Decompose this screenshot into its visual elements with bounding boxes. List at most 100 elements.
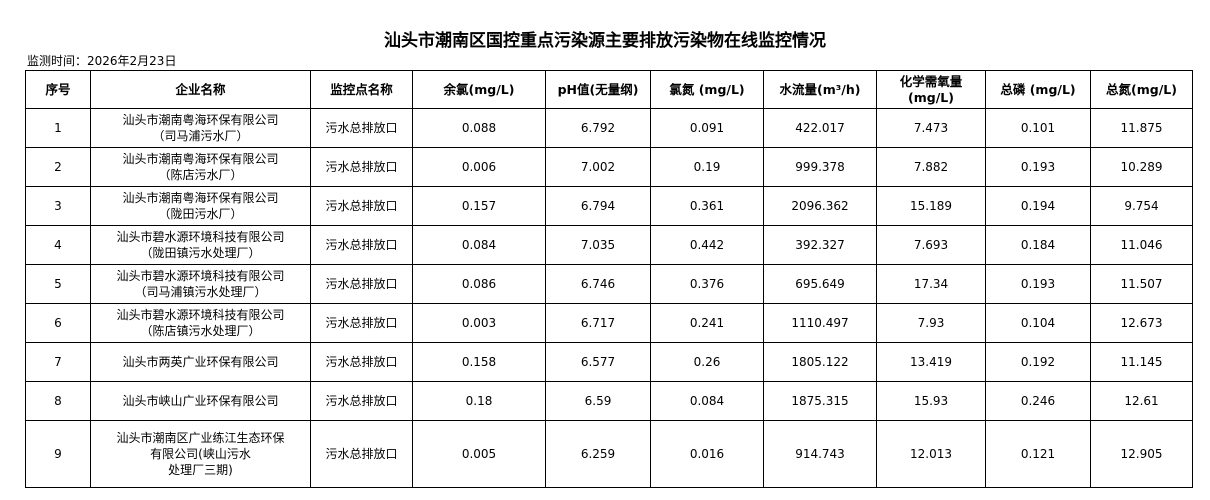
table-cell: 9 [25,420,91,488]
table-cell: 5 [25,264,91,304]
table-cell: 汕头市潮南粤海环保有限公司 （陈店污水厂） [90,147,311,187]
table-cell: 6.59 [545,381,651,421]
table-cell: 6.746 [545,264,651,304]
table-cell: 1 [25,108,91,148]
table-cell: 999.378 [763,147,877,187]
page-title: 汕头市潮南区国控重点污染源主要排放污染物在线监控情况 [384,31,826,51]
table-row: 5 汕头市碧水源环境科技有限公司 （司马浦镇污水处理厂） 污水总排放口 0.086 6.… [25,264,1193,304]
table-cell: 污水总排放口 [310,264,413,304]
table-cell: 0.121 [985,420,1091,488]
table-cell: 9.754 [1090,186,1193,226]
column-header: 氯氮 (mg/L) [650,70,764,109]
table-cell: 0.003 [412,303,546,343]
table-cell: 污水总排放口 [310,225,413,265]
table-row: 3 汕头市潮南粤海环保有限公司 （陇田污水厂） 污水总排放口 0.157 6.794 0.… [25,186,1193,226]
table-cell: 0.158 [412,342,546,382]
table-cell: 7.473 [876,108,986,148]
table-cell: 7.693 [876,225,986,265]
table-cell: 914.743 [763,420,877,488]
table-cell: 8 [25,381,91,421]
column-header: 序号 [25,70,91,109]
table-cell: 0.016 [650,420,764,488]
table-cell: 12.905 [1090,420,1193,488]
table-cell: 2 [25,147,91,187]
table-cell: 0.101 [985,108,1091,148]
table-cell: 0.184 [985,225,1091,265]
table-cell: 0.442 [650,225,764,265]
table-cell: 7.035 [545,225,651,265]
column-header: 总磷 (mg/L) [985,70,1091,109]
date-line: 监测时间：2026年2月23日 [27,54,177,68]
table-cell: 422.017 [763,108,877,148]
table-row: 6 汕头市碧水源环境科技有限公司 （陈店镇污水处理厂） 污水总排放口 0.003 6.7… [25,303,1193,343]
table-cell: 0.104 [985,303,1091,343]
table-cell: 6 [25,303,91,343]
table-cell: 0.376 [650,264,764,304]
table-cell: 2096.362 [763,186,877,226]
table-cell: 12.673 [1090,303,1193,343]
table-cell: 1875.315 [763,381,877,421]
table-body: 1 汕头市潮南粤海环保有限公司 （司马浦污水厂） 污水总排放口 0.088 6.792 0… [25,108,1193,488]
table-cell: 3 [25,186,91,226]
table-cell: 6.259 [545,420,651,488]
column-header: 余氯(mg/L) [412,70,546,109]
table-cell: 6.577 [545,342,651,382]
table-cell: 0.192 [985,342,1091,382]
table-cell: 0.005 [412,420,546,488]
table-cell: 0.194 [985,186,1091,226]
table-cell: 1110.497 [763,303,877,343]
table-row: 1 汕头市潮南粤海环保有限公司 （司马浦污水厂） 污水总排放口 0.088 6.792 0… [25,108,1193,148]
table-cell: 13.419 [876,342,986,382]
table-cell: 0.361 [650,186,764,226]
table-cell: 11.875 [1090,108,1193,148]
table-cell: 6.717 [545,303,651,343]
table-row: 2 汕头市潮南粤海环保有限公司 （陈店污水厂） 污水总排放口 0.006 7.002 0.… [25,147,1193,187]
column-header: pH值(无量纲) [545,70,651,109]
table-cell: 0.193 [985,147,1091,187]
table-cell: 15.189 [876,186,986,226]
column-header: 化学需氧量 (mg/L) [876,70,986,109]
column-header: 总氮(mg/L) [1090,70,1193,109]
table-cell: 0.241 [650,303,764,343]
table-cell: 12.013 [876,420,986,488]
table-cell: 汕头市碧水源环境科技有限公司 （陈店镇污水处理厂） [90,303,311,343]
table-cell: 污水总排放口 [310,186,413,226]
table-cell: 10.289 [1090,147,1193,187]
table-cell: 7.93 [876,303,986,343]
table-cell: 污水总排放口 [310,420,413,488]
table-cell: 污水总排放口 [310,147,413,187]
table-cell: 污水总排放口 [310,108,413,148]
table-cell: 11.046 [1090,225,1193,265]
table-row: 9 汕头市潮南区广业练江生态环保 有限公司(峡山污水 处理厂三期) 污水总排放口 0.… [25,420,1193,488]
table-cell: 0.088 [412,108,546,148]
table-cell: 汕头市潮南粤海环保有限公司 （陇田污水厂） [90,186,311,226]
table-cell: 0.246 [985,381,1091,421]
header-row: 序号 企业名称 监控点名称 余氯(mg/L) pH值(无量纲) 氯氮 (mg/L) 水流量(… [25,70,1193,109]
table-cell: 0.193 [985,264,1091,304]
table-cell: 0.086 [412,264,546,304]
table-cell: 0.084 [412,225,546,265]
table-cell: 0.19 [650,147,764,187]
table-cell: 4 [25,225,91,265]
table-cell: 汕头市碧水源环境科技有限公司 （陇田镇污水处理厂） [90,225,311,265]
table-row: 7 汕头市两英广业环保有限公司 污水总排放口 0.158 6.577 0.26 1805.1… [25,342,1193,382]
column-header: 企业名称 [90,70,311,109]
table-cell: 0.26 [650,342,764,382]
table-cell: 汕头市碧水源环境科技有限公司 （司马浦镇污水处理厂） [90,264,311,304]
table-cell: 7.002 [545,147,651,187]
table-cell: 0.084 [650,381,764,421]
column-header: 监控点名称 [310,70,413,109]
table-cell: 0.18 [412,381,546,421]
table-cell: 392.327 [763,225,877,265]
table-cell: 7 [25,342,91,382]
table-cell: 汕头市两英广业环保有限公司 [90,342,311,382]
table-cell: 0.157 [412,186,546,226]
table-cell: 11.507 [1090,264,1193,304]
table-row: 4 汕头市碧水源环境科技有限公司 （陇田镇污水处理厂） 污水总排放口 0.084 7.0… [25,225,1193,265]
data-table: 序号 企业名称 监控点名称 余氯(mg/L) pH值(无量纲) 氯氮 (mg/L) 水流量(… [25,70,1193,488]
table-cell: 11.145 [1090,342,1193,382]
table-cell: 12.61 [1090,381,1193,421]
table-cell: 汕头市峡山广业环保有限公司 [90,381,311,421]
table-cell: 6.792 [545,108,651,148]
